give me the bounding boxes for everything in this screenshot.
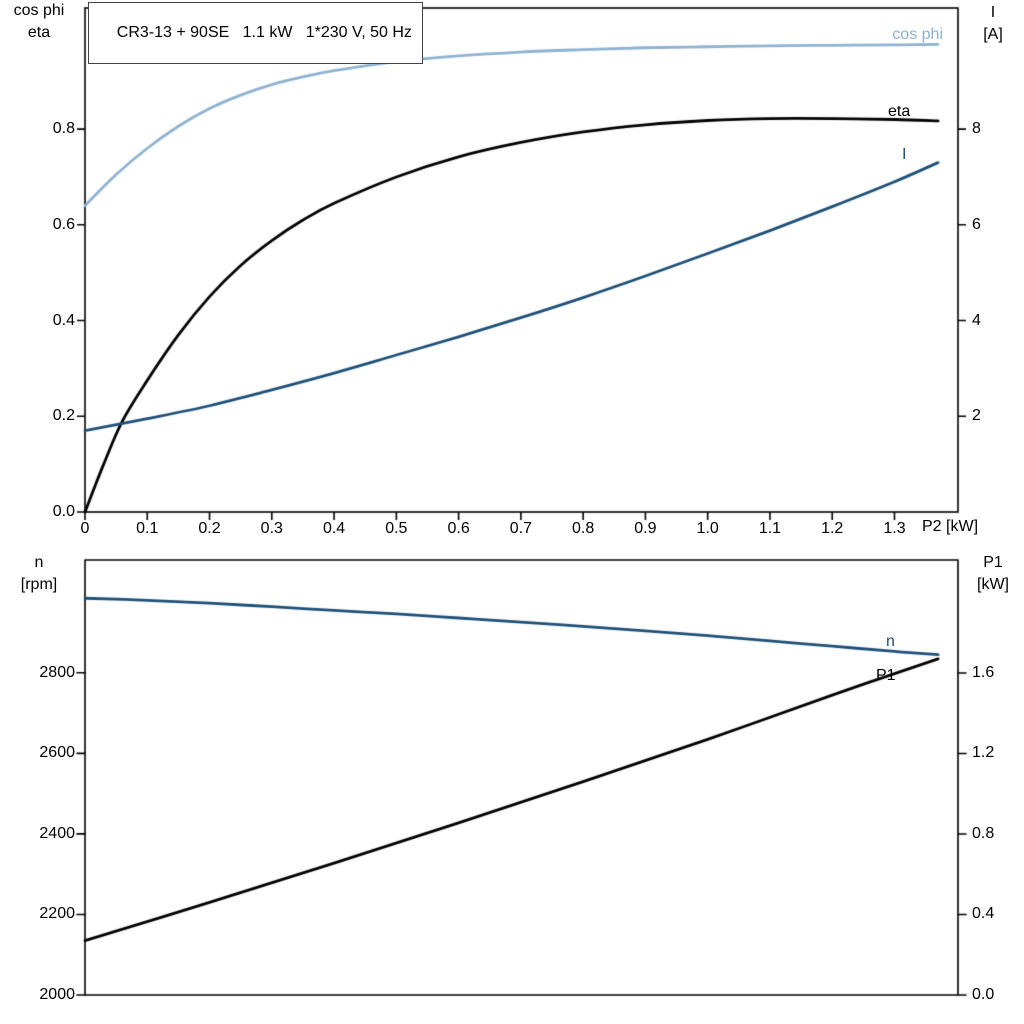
chart-title: CR3-13 + 90SE 1.1 kW 1*230 V, 50 Hz <box>116 24 412 41</box>
bottom-left-axis-title: n [rpm] <box>0 552 78 596</box>
eta-curve-label: eta <box>888 103 911 120</box>
ampere-unit-label: [A] <box>983 26 1003 43</box>
x-axis-label: P2 [kW] <box>922 518 979 535</box>
cos-phi-curve-label: cos phi <box>892 26 943 43</box>
current-axis-label: I <box>990 4 996 21</box>
eta-axis-label: eta <box>27 24 51 41</box>
kw-unit-label: [kW] <box>977 576 1009 593</box>
cos-phi-axis-label: cos phi <box>13 2 65 19</box>
top-right-axis-title: I [A] <box>964 2 1022 46</box>
p1-curve-label: P1 <box>876 667 896 684</box>
p1-axis-label: P1 <box>983 554 1003 571</box>
speed-axis-label: n <box>34 554 44 571</box>
rpm-unit-label: [rpm] <box>20 576 58 593</box>
speed-curve-label: n <box>886 633 895 650</box>
bottom-right-axis-title: P1 [kW] <box>964 552 1022 596</box>
top-left-axis-title: cos phi eta <box>0 0 78 44</box>
chart-title-box: CR3-13 + 90SE 1.1 kW 1*230 V, 50 Hz <box>88 2 423 64</box>
current-curve-label: I <box>902 146 907 163</box>
